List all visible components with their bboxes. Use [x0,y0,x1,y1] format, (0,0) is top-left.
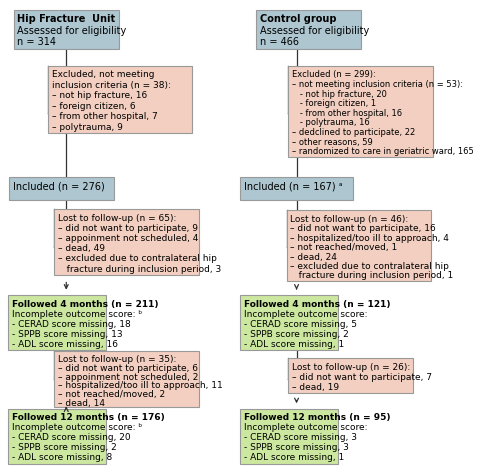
FancyBboxPatch shape [8,296,106,350]
Text: – appoinment not scheduled, 4: – appoinment not scheduled, 4 [58,234,198,243]
Text: - not hip fracture, 20: - not hip fracture, 20 [292,89,387,99]
Text: Lost to follow-up (n = 26):: Lost to follow-up (n = 26): [292,362,410,371]
Text: – did not want to participate, 9: – did not want to participate, 9 [58,224,198,233]
Text: - SPPB score missing, 3: - SPPB score missing, 3 [244,443,349,451]
Text: n = 466: n = 466 [260,37,299,47]
Text: Followed 4 months (n = 121): Followed 4 months (n = 121) [244,299,390,308]
Text: Followed 4 months (n = 211): Followed 4 months (n = 211) [12,299,159,308]
Text: Lost to follow-up (n = 35):: Lost to follow-up (n = 35): [58,355,176,364]
Text: – did not want to participate, 7: – did not want to participate, 7 [292,372,432,381]
Text: – excluded due to contralateral hip: – excluded due to contralateral hip [58,254,217,263]
Text: - ADL score missing, 8: - ADL score missing, 8 [12,453,112,461]
Text: Incomplete outcome score: ᵇ: Incomplete outcome score: ᵇ [12,309,142,318]
Text: - SPPB score missing, 13: - SPPB score missing, 13 [12,329,123,338]
Text: – not hip fracture, 16: – not hip fracture, 16 [52,91,147,100]
Text: Incomplete outcome score:: Incomplete outcome score: [244,423,368,431]
FancyBboxPatch shape [256,10,362,50]
Text: – hospitalized/too ill to approach, 11: – hospitalized/too ill to approach, 11 [58,380,223,389]
Text: – other reasons, 59: – other reasons, 59 [292,138,372,146]
Text: – excluded due to contralateral hip: – excluded due to contralateral hip [290,261,450,270]
Text: – not meeting inclusion criteria (n = 53):: – not meeting inclusion criteria (n = 53… [292,80,463,89]
Text: Excluded, not meeting: Excluded, not meeting [52,70,154,79]
FancyBboxPatch shape [14,10,119,50]
Text: Incomplete outcome score: ᵇ: Incomplete outcome score: ᵇ [12,423,142,431]
Text: Incomplete outcome score:: Incomplete outcome score: [244,309,368,318]
FancyBboxPatch shape [8,178,114,200]
Text: Lost to follow-up (n = 46):: Lost to follow-up (n = 46): [290,215,408,224]
Text: – dead, 19: – dead, 19 [292,382,339,391]
Text: - SPPB score missing, 2: - SPPB score missing, 2 [244,329,349,338]
Text: – from other hospital, 7: – from other hospital, 7 [52,112,158,121]
Text: - SPPB score missing, 2: - SPPB score missing, 2 [12,443,117,451]
Text: fracture during inclusion period, 3: fracture during inclusion period, 3 [58,264,222,273]
Text: – dead, 49: – dead, 49 [58,244,105,253]
Text: – hospitalized/too ill to approach, 4: – hospitalized/too ill to approach, 4 [290,233,450,242]
Text: - ADL score missing, 16: - ADL score missing, 16 [12,339,118,348]
Text: Followed 12 months (n = 95): Followed 12 months (n = 95) [244,413,390,421]
Text: Excluded (n = 299):: Excluded (n = 299): [292,70,376,79]
FancyBboxPatch shape [48,67,193,134]
Text: - CERAD score missing, 3: - CERAD score missing, 3 [244,433,357,441]
Text: – dead, 14: – dead, 14 [58,397,105,407]
Text: – polytrauma, 9: – polytrauma, 9 [52,122,122,131]
Text: inclusion criteria (n = 38):: inclusion criteria (n = 38): [52,81,171,89]
Text: - CERAD score missing, 5: - CERAD score missing, 5 [244,319,357,328]
Text: Followed 12 months (n = 176): Followed 12 months (n = 176) [12,413,165,421]
FancyBboxPatch shape [286,211,431,281]
FancyBboxPatch shape [54,351,199,407]
Text: – did not want to participate, 6: – did not want to participate, 6 [58,363,198,372]
FancyBboxPatch shape [240,296,338,350]
Text: – appoinment not scheduled, 2: – appoinment not scheduled, 2 [58,372,198,381]
Text: - CERAD score missing, 20: - CERAD score missing, 20 [12,433,131,441]
Text: Control group: Control group [260,14,336,24]
Text: Assessed for eligibility: Assessed for eligibility [18,26,126,36]
Text: – foreign citizen, 6: – foreign citizen, 6 [52,101,136,110]
Text: - ADL score missing, 1: - ADL score missing, 1 [244,453,344,461]
Text: – dedclined to participate, 22: – dedclined to participate, 22 [292,128,415,137]
Text: Hip Fracture  Unit: Hip Fracture Unit [18,14,116,24]
Text: - foreign citizen, 1: - foreign citizen, 1 [292,99,376,108]
Text: Included (n = 276): Included (n = 276) [12,181,104,191]
Text: - CERAD score missing, 18: - CERAD score missing, 18 [12,319,131,328]
FancyBboxPatch shape [240,409,338,464]
Text: – randomized to care in geriatric ward, 165: – randomized to care in geriatric ward, … [292,147,474,156]
Text: - from other hospital, 16: - from other hospital, 16 [292,109,402,118]
FancyBboxPatch shape [8,409,106,464]
Text: - polytrauma, 16: - polytrauma, 16 [292,118,370,127]
Text: – dead, 24: – dead, 24 [290,252,338,261]
Text: n = 314: n = 314 [18,37,56,47]
Text: fracture during inclusion period, 1: fracture during inclusion period, 1 [290,271,454,279]
Text: Lost to follow-up (n = 65):: Lost to follow-up (n = 65): [58,214,176,223]
FancyBboxPatch shape [288,67,432,158]
Text: – did not want to participate, 16: – did not want to participate, 16 [290,224,436,233]
Text: – not reached/moved, 1: – not reached/moved, 1 [290,243,398,252]
Text: Included (n = 167) ᵃ: Included (n = 167) ᵃ [244,181,342,191]
FancyBboxPatch shape [288,358,413,393]
FancyBboxPatch shape [54,210,199,275]
Text: Assessed for eligibility: Assessed for eligibility [260,26,370,36]
Text: – not reached/moved, 2: – not reached/moved, 2 [58,389,166,398]
Text: - ADL score missing, 1: - ADL score missing, 1 [244,339,344,348]
FancyBboxPatch shape [240,178,353,200]
